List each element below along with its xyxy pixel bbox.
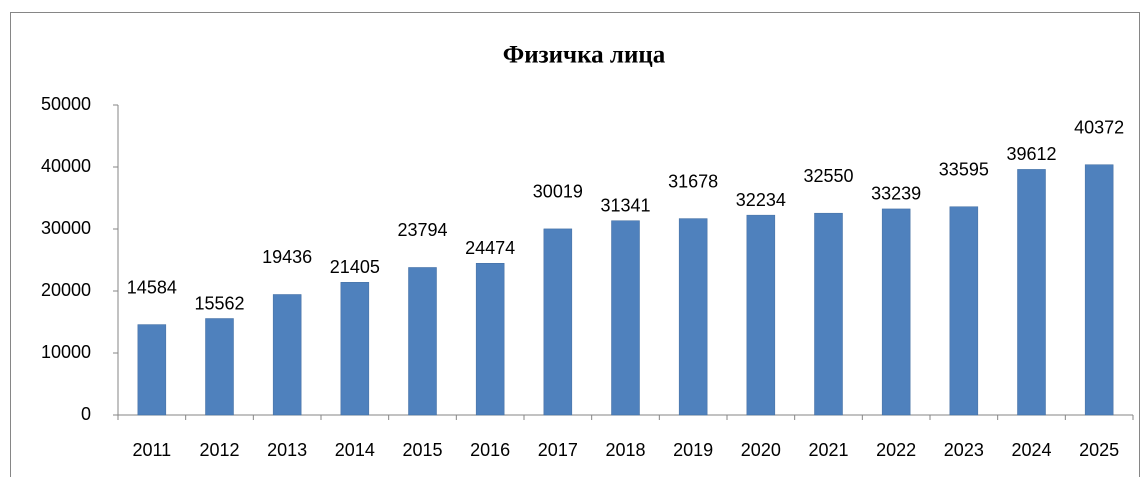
x-tick-label: 2019 [673,440,713,460]
y-tick-label: 0 [81,404,91,424]
chart-title: Физичка лица [503,42,666,69]
x-tick-label: 2018 [605,440,645,460]
data-label: 32234 [736,190,786,210]
bar [881,208,911,416]
bar [1084,164,1114,416]
x-tick-label: 2025 [1079,440,1119,460]
x-tick-label: 2021 [808,440,848,460]
x-tick-label: 2014 [335,440,375,460]
data-label: 31678 [668,171,718,191]
bar [340,282,370,416]
data-label: 14584 [127,277,177,297]
data-label: 31341 [600,195,650,215]
x-tick-label: 2013 [267,440,307,460]
data-label: 21405 [330,257,380,277]
x-tick-label: 2011 [132,440,171,460]
y-tick-label: 30000 [41,218,91,238]
x-tick-label: 2012 [199,440,239,460]
data-label: 33239 [871,184,921,204]
data-label: 23794 [397,220,447,240]
data-label: 15562 [194,293,244,313]
data-label: 33595 [939,159,989,179]
x-tick-label: 2022 [876,440,916,460]
bar [1017,169,1046,416]
y-tick-label: 20000 [41,280,91,300]
data-label: 39612 [1006,144,1056,164]
bar [137,324,167,416]
x-tick-label: 2023 [944,440,984,460]
data-label: 30019 [533,182,583,202]
bar [611,220,640,416]
bar [272,294,302,416]
bar [814,212,843,416]
bar [205,318,234,416]
x-tick-label: 2016 [470,440,510,460]
y-tick-label: 10000 [41,342,91,362]
data-label: 40372 [1074,117,1124,137]
data-label: 24474 [465,238,515,258]
x-tick-label: 2015 [402,440,442,460]
y-tick-label: 50000 [41,94,91,114]
bar [475,263,505,416]
data-label: 19436 [262,247,312,267]
bar [678,218,708,416]
bar [746,214,776,416]
bar [543,228,573,416]
x-tick-label: 2017 [538,440,578,460]
data-label: 32550 [803,166,853,186]
bar [949,206,979,416]
x-tick-label: 2024 [1011,440,1051,460]
x-tick-label: 2020 [741,440,781,460]
y-tick-label: 40000 [41,156,91,176]
bar [408,267,437,416]
